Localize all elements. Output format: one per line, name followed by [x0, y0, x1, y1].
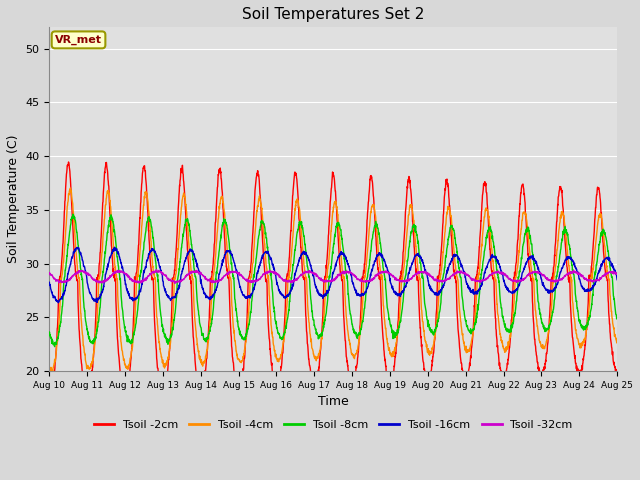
Tsoil -8cm: [204, 336, 212, 341]
Tsoil -4cm: [204, 340, 212, 346]
Tsoil -32cm: [499, 271, 507, 277]
Y-axis label: Soil Temperature (C): Soil Temperature (C): [7, 135, 20, 264]
Tsoil -16cm: [579, 286, 587, 292]
Text: VR_met: VR_met: [55, 35, 102, 45]
Line: Tsoil -2cm: Tsoil -2cm: [49, 162, 617, 400]
Tsoil -8cm: [69, 211, 77, 217]
Tsoil -16cm: [499, 270, 507, 276]
Tsoil -16cm: [363, 287, 371, 292]
Tsoil -2cm: [47, 397, 54, 403]
Tsoil -2cm: [350, 380, 358, 385]
Tsoil -4cm: [67, 185, 74, 191]
Tsoil -16cm: [111, 244, 118, 250]
Tsoil -32cm: [171, 280, 179, 286]
Tsoil -2cm: [579, 356, 587, 361]
Legend: Tsoil -2cm, Tsoil -4cm, Tsoil -8cm, Tsoil -16cm, Tsoil -32cm: Tsoil -2cm, Tsoil -4cm, Tsoil -8cm, Tsoi…: [90, 415, 577, 434]
Tsoil -4cm: [363, 260, 371, 265]
Tsoil -4cm: [350, 353, 358, 359]
Tsoil -2cm: [65, 159, 72, 165]
Tsoil -16cm: [54, 300, 62, 306]
Tsoil -4cm: [499, 343, 507, 349]
Tsoil -32cm: [204, 277, 212, 283]
Tsoil -4cm: [564, 247, 572, 253]
Title: Soil Temperatures Set 2: Soil Temperatures Set 2: [242, 7, 424, 22]
Tsoil -32cm: [45, 270, 53, 276]
Line: Tsoil -16cm: Tsoil -16cm: [49, 247, 617, 303]
Tsoil -2cm: [204, 335, 212, 341]
Tsoil -16cm: [204, 294, 212, 300]
Line: Tsoil -32cm: Tsoil -32cm: [49, 270, 617, 283]
Tsoil -2cm: [499, 371, 507, 377]
Tsoil -8cm: [613, 316, 621, 322]
Tsoil -16cm: [613, 277, 621, 283]
Tsoil -2cm: [45, 395, 53, 400]
Tsoil -8cm: [564, 232, 572, 238]
X-axis label: Time: Time: [318, 396, 349, 408]
Tsoil -2cm: [564, 269, 572, 275]
Tsoil -4cm: [613, 336, 621, 341]
Tsoil -32cm: [613, 271, 621, 276]
Tsoil -16cm: [45, 279, 53, 285]
Tsoil -32cm: [579, 275, 587, 280]
Tsoil -8cm: [350, 330, 358, 336]
Tsoil -4cm: [579, 339, 587, 345]
Tsoil -2cm: [613, 370, 621, 375]
Tsoil -16cm: [564, 254, 572, 260]
Tsoil -32cm: [350, 273, 358, 279]
Tsoil -8cm: [363, 279, 371, 285]
Tsoil -32cm: [363, 278, 371, 284]
Tsoil -8cm: [579, 325, 587, 331]
Line: Tsoil -8cm: Tsoil -8cm: [49, 214, 617, 347]
Tsoil -2cm: [363, 232, 371, 238]
Tsoil -4cm: [47, 371, 55, 376]
Tsoil -16cm: [350, 284, 358, 290]
Tsoil -8cm: [45, 329, 53, 335]
Tsoil -32cm: [152, 267, 160, 273]
Tsoil -32cm: [564, 272, 572, 277]
Line: Tsoil -4cm: Tsoil -4cm: [49, 188, 617, 373]
Tsoil -4cm: [45, 366, 53, 372]
Tsoil -8cm: [51, 344, 58, 349]
Tsoil -8cm: [499, 313, 507, 319]
